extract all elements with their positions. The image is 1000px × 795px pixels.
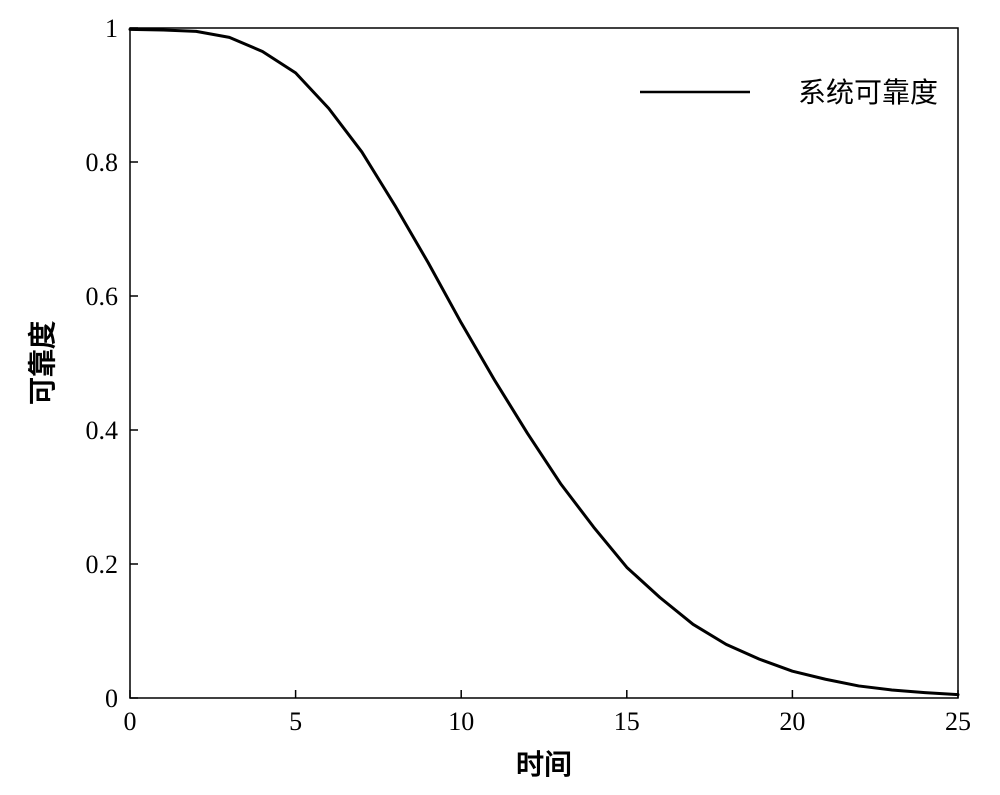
series-line: [130, 29, 958, 694]
reliability-chart: 0 5 10 15 20 25 0 0.2 0.4 0.6 0.8 1 时间 可靠度 系统可靠度: [0, 0, 1000, 795]
y-tick-label: 0.6: [86, 282, 119, 311]
plot-frame: [130, 28, 958, 698]
y-tick-label: 1: [105, 14, 118, 43]
y-axis-label: 可靠度: [27, 321, 59, 405]
legend-label: 系统可靠度: [798, 77, 938, 109]
y-tick-label: 0: [105, 684, 118, 713]
y-tick-label: 0.8: [86, 148, 119, 177]
x-axis-label: 时间: [516, 749, 572, 781]
x-tick-label: 15: [614, 707, 640, 736]
x-tick-label: 10: [448, 707, 474, 736]
x-tick-label: 0: [124, 707, 137, 736]
x-tick-label: 5: [289, 707, 302, 736]
x-tick-label: 25: [945, 707, 971, 736]
chart-svg: 0 5 10 15 20 25 0 0.2 0.4 0.6 0.8 1 时间 可靠度 系统可靠度: [0, 0, 1000, 795]
x-tick-label: 20: [779, 707, 805, 736]
y-tick-label: 0.4: [86, 416, 119, 445]
y-tick-label: 0.2: [86, 550, 119, 579]
